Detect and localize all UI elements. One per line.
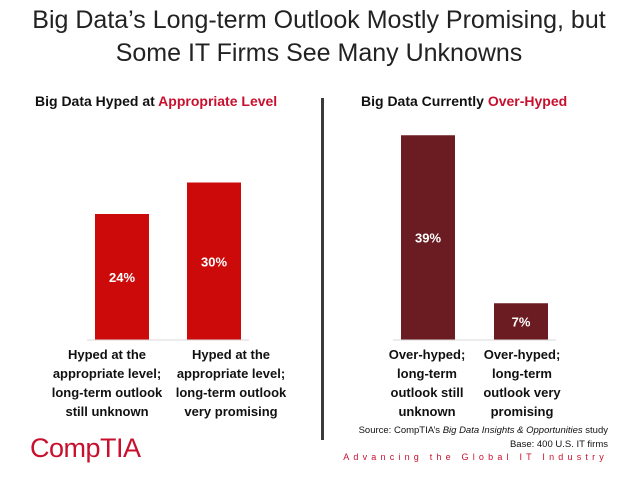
source-study: Big Data Insights & Opportunities [442, 425, 583, 436]
source-base: Base: 400 U.S. IT firms [509, 439, 608, 450]
bar-right-2 [494, 303, 548, 340]
bar-value-label-left-2: 30% [201, 254, 227, 269]
bar-value-label-right-1: 39% [415, 231, 441, 246]
panel-divider [321, 98, 324, 440]
comptia-logo: CompTIA [30, 433, 141, 463]
right-chart-title-prefix: Big Data Currently [361, 93, 488, 109]
tagline: Advancing the Global IT Industry [343, 452, 608, 462]
left-category-label-1: Hyped at the appropriate level; long-ter… [51, 347, 163, 419]
bar-value-label-right-2: 7% [512, 315, 531, 330]
bars-layer: 24% 30% 39% 7% [87, 135, 556, 341]
left-chart-title: Big Data Hyped at Appropriate Level [35, 93, 277, 109]
left-category-label-2: Hyped at the appropriate level; long-ter… [175, 347, 287, 419]
source-prefix: Source: CompTIA’s [358, 425, 443, 436]
left-chart-title-accent: Appropriate Level [158, 93, 278, 109]
right-category-label-1: Over-hyped; long-term outlook still unkn… [388, 347, 466, 419]
right-category-label-2: Over-hyped; long-term outlook very promi… [483, 347, 561, 419]
source-note: Source: CompTIA’s Big Data Insights & Op… [359, 424, 608, 452]
source-line: Source: CompTIA’s Big Data Insights & Op… [359, 424, 608, 438]
bar-left-1 [95, 214, 149, 340]
source-suffix: study [582, 425, 608, 436]
page-title: Big Data’s Long-term Outlook Mostly Prom… [32, 6, 606, 67]
bar-value-label-left-1: 24% [109, 270, 135, 285]
bar-left-2 [187, 182, 241, 340]
left-chart-title-prefix: Big Data Hyped at [35, 93, 159, 109]
right-chart-title-accent: Over-Hyped [487, 93, 568, 109]
bar-right-1 [401, 135, 455, 340]
right-chart-title: Big Data Currently Over-Hyped [361, 93, 567, 109]
